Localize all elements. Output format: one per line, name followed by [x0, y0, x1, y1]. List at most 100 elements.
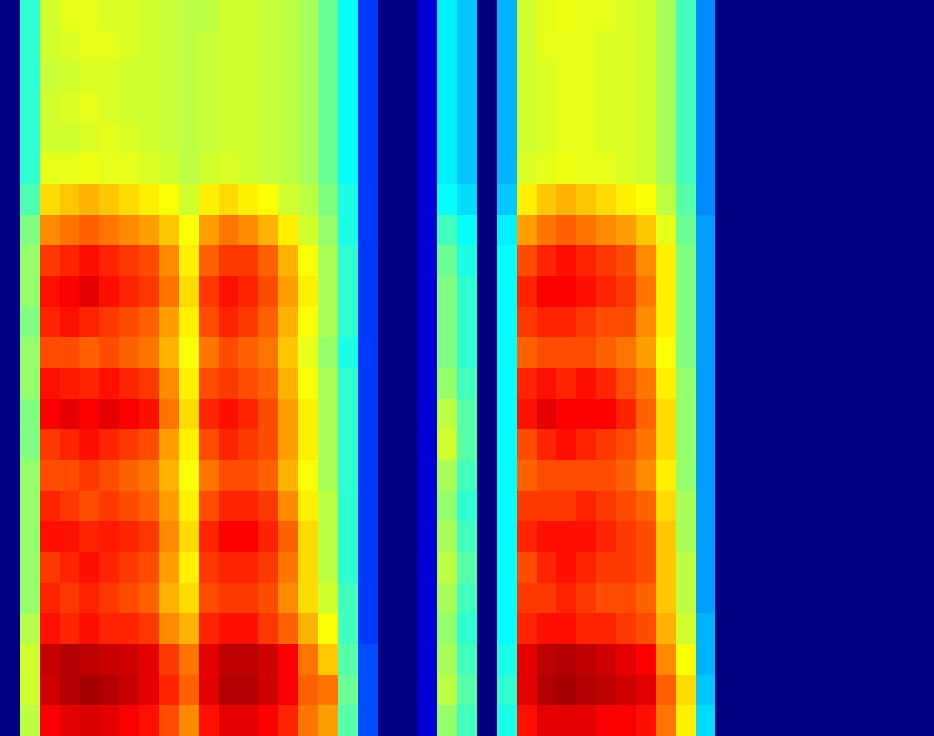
cell [556, 123, 576, 153]
cell [139, 123, 159, 153]
cell [477, 184, 497, 215]
cell [397, 552, 417, 583]
cell [298, 491, 318, 521]
cell [139, 491, 159, 521]
cell [616, 399, 636, 429]
cell [914, 276, 934, 307]
cell [457, 31, 477, 61]
cell [378, 521, 397, 552]
cell [696, 0, 715, 31]
cell [735, 153, 755, 184]
cell [676, 675, 696, 705]
cell [795, 552, 815, 583]
cell [358, 184, 378, 215]
cell [358, 31, 378, 61]
cell [656, 583, 676, 613]
cell [437, 429, 457, 460]
cell [755, 307, 775, 337]
cell [437, 399, 457, 429]
cell [417, 644, 437, 675]
cell [556, 552, 576, 583]
cell [20, 521, 40, 552]
cell [715, 0, 735, 31]
cell [278, 123, 298, 153]
cell [318, 491, 338, 521]
cell [517, 675, 537, 705]
cell [60, 61, 79, 92]
cell [159, 215, 179, 245]
cell [199, 153, 219, 184]
cell [656, 491, 676, 521]
cell [755, 491, 775, 521]
cell [914, 429, 934, 460]
cell [715, 644, 735, 675]
cell [20, 583, 40, 613]
cell [775, 491, 795, 521]
cell [298, 675, 318, 705]
cell [616, 153, 636, 184]
cell [417, 368, 437, 399]
cell [378, 552, 397, 583]
cell [914, 337, 934, 368]
cell [815, 215, 835, 245]
cell [338, 61, 358, 92]
cell [298, 552, 318, 583]
cell [60, 31, 79, 61]
cell [258, 184, 278, 215]
cell [537, 153, 556, 184]
cell [60, 552, 79, 583]
cell [815, 644, 835, 675]
cell [318, 552, 338, 583]
cell [358, 613, 378, 644]
cell [20, 552, 40, 583]
cell [179, 644, 199, 675]
cell [795, 337, 815, 368]
cell [477, 460, 497, 491]
cell [397, 123, 417, 153]
cell [556, 61, 576, 92]
cell [0, 460, 20, 491]
cell [497, 31, 517, 61]
cell [795, 92, 815, 123]
cell [278, 368, 298, 399]
cell [616, 245, 636, 276]
cell [278, 460, 298, 491]
cell [715, 337, 735, 368]
cell [596, 337, 616, 368]
cell [338, 644, 358, 675]
cell [219, 123, 238, 153]
cell [40, 644, 60, 675]
cell [119, 307, 139, 337]
cell [179, 460, 199, 491]
cell [874, 368, 894, 399]
cell [378, 337, 397, 368]
cell [79, 307, 99, 337]
cell [775, 153, 795, 184]
cell [20, 644, 40, 675]
cell [696, 705, 715, 736]
cell [696, 613, 715, 644]
cell [835, 613, 855, 644]
cell [238, 276, 258, 307]
cell [238, 337, 258, 368]
cell [278, 0, 298, 31]
cell [258, 153, 278, 184]
cell [378, 153, 397, 184]
cell [219, 245, 238, 276]
cell [199, 184, 219, 215]
cell [199, 429, 219, 460]
cell [99, 491, 119, 521]
cell [298, 705, 318, 736]
cell [278, 583, 298, 613]
cell [358, 276, 378, 307]
cell [676, 276, 696, 307]
cell [40, 61, 60, 92]
cell [0, 61, 20, 92]
cell [556, 215, 576, 245]
cell [537, 429, 556, 460]
cell [576, 368, 596, 399]
cell [636, 552, 656, 583]
cell [119, 92, 139, 123]
cell [457, 245, 477, 276]
cell [437, 276, 457, 307]
